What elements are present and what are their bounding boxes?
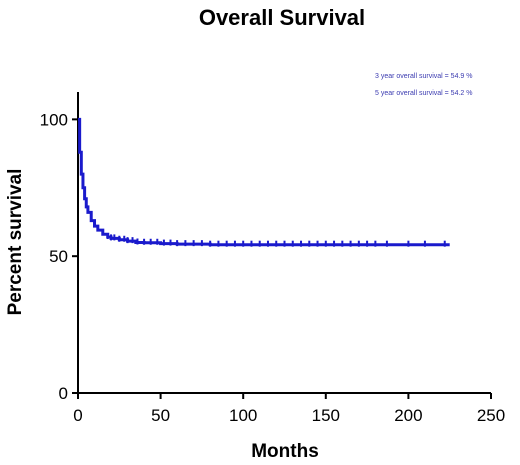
x-tick-label-100: 100 <box>229 406 257 425</box>
y-tick-label-50: 50 <box>49 247 68 266</box>
y-axis-label: Percent survival <box>5 169 26 316</box>
x-tick-label-250: 250 <box>477 406 505 425</box>
x-axis-ticks: 0 50 100 150 200 250 <box>73 393 505 425</box>
chart-title: Overall Survival <box>199 5 365 30</box>
x-tick-label-0: 0 <box>73 406 82 425</box>
annotation-3yr: 3 year overall survival = 54.9 % <box>375 73 472 80</box>
annotation-5yr: 5 year overall survival = 54.2 % <box>375 90 472 97</box>
y-tick-label-0: 0 <box>59 384 68 403</box>
x-tick-label-200: 200 <box>394 406 422 425</box>
y-tick-label-100: 100 <box>40 110 68 129</box>
x-tick-label-50: 50 <box>151 406 170 425</box>
x-tick-label-150: 150 <box>312 406 340 425</box>
survival-curve-line <box>78 117 450 247</box>
y-axis-ticks: 0 50 100 <box>40 110 78 403</box>
x-axis-label: Months <box>251 441 319 462</box>
censor-marks <box>106 233 446 247</box>
